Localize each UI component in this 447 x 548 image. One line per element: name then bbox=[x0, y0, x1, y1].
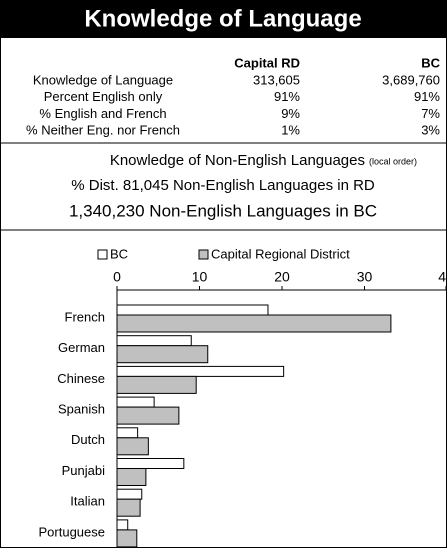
y-tick-label: Punjabi bbox=[62, 463, 105, 478]
cell: 3,689,760 bbox=[382, 72, 440, 87]
row-label: Knowledge of Language bbox=[33, 72, 173, 87]
y-tick-label: German bbox=[58, 340, 105, 355]
legend-label: BC bbox=[110, 246, 128, 261]
y-tick-label: Spanish bbox=[58, 402, 105, 417]
cell: 9% bbox=[281, 106, 300, 121]
y-tick-label: Dutch bbox=[71, 432, 105, 447]
x-tick-label: 10 bbox=[192, 269, 208, 285]
header-title: Knowledge of Language bbox=[84, 5, 361, 32]
bar bbox=[116, 519, 129, 531]
bar bbox=[116, 406, 180, 425]
bar bbox=[116, 375, 197, 394]
notes-line: 1,340,230 Non-English Languages in BC bbox=[69, 201, 377, 220]
bar bbox=[116, 304, 269, 316]
y-tick-label: Italian bbox=[70, 494, 105, 509]
cell: 1% bbox=[281, 123, 300, 138]
legend-label: Capital Regional District bbox=[211, 246, 350, 261]
legend-swatch bbox=[198, 249, 209, 260]
notes-heading: Knowledge of Non-English Languages bbox=[110, 152, 365, 169]
y-tick-label: Portuguese bbox=[39, 524, 106, 539]
column-header: Capital RD bbox=[234, 55, 300, 70]
row-label: Percent English only bbox=[44, 89, 163, 104]
bar bbox=[116, 345, 209, 364]
x-tick-label: 0 bbox=[113, 269, 121, 285]
bar bbox=[116, 335, 192, 347]
x-tick-label: 20 bbox=[274, 269, 290, 285]
row-label: % Neither Eng. nor French bbox=[26, 123, 180, 138]
bar bbox=[116, 488, 143, 500]
cell: 91% bbox=[274, 89, 300, 104]
cell: 313,605 bbox=[253, 72, 300, 87]
bar bbox=[116, 396, 155, 408]
x-tick-label: 30 bbox=[357, 269, 373, 285]
legend-swatch bbox=[97, 249, 108, 260]
bar bbox=[116, 314, 392, 333]
cell: 91% bbox=[414, 89, 440, 104]
y-tick-label: French bbox=[65, 309, 105, 324]
bar bbox=[116, 427, 139, 439]
cell: 3% bbox=[421, 123, 440, 138]
bar bbox=[116, 498, 141, 517]
header-band bbox=[0, 0, 447, 38]
notes-line: % Dist. 81,045 Non-English Languages in … bbox=[71, 177, 375, 194]
cell: 7% bbox=[421, 106, 440, 121]
row-label: % English and French bbox=[39, 106, 166, 121]
x-tick-label: 40 bbox=[438, 269, 447, 285]
y-tick-label: Chinese bbox=[57, 371, 105, 386]
column-header: BC bbox=[421, 55, 440, 70]
bar bbox=[116, 458, 185, 469]
notes-heading-note: (local order) bbox=[369, 156, 417, 166]
bar bbox=[116, 468, 147, 486]
bar bbox=[116, 529, 138, 548]
bar bbox=[116, 437, 149, 456]
bar bbox=[116, 365, 285, 377]
